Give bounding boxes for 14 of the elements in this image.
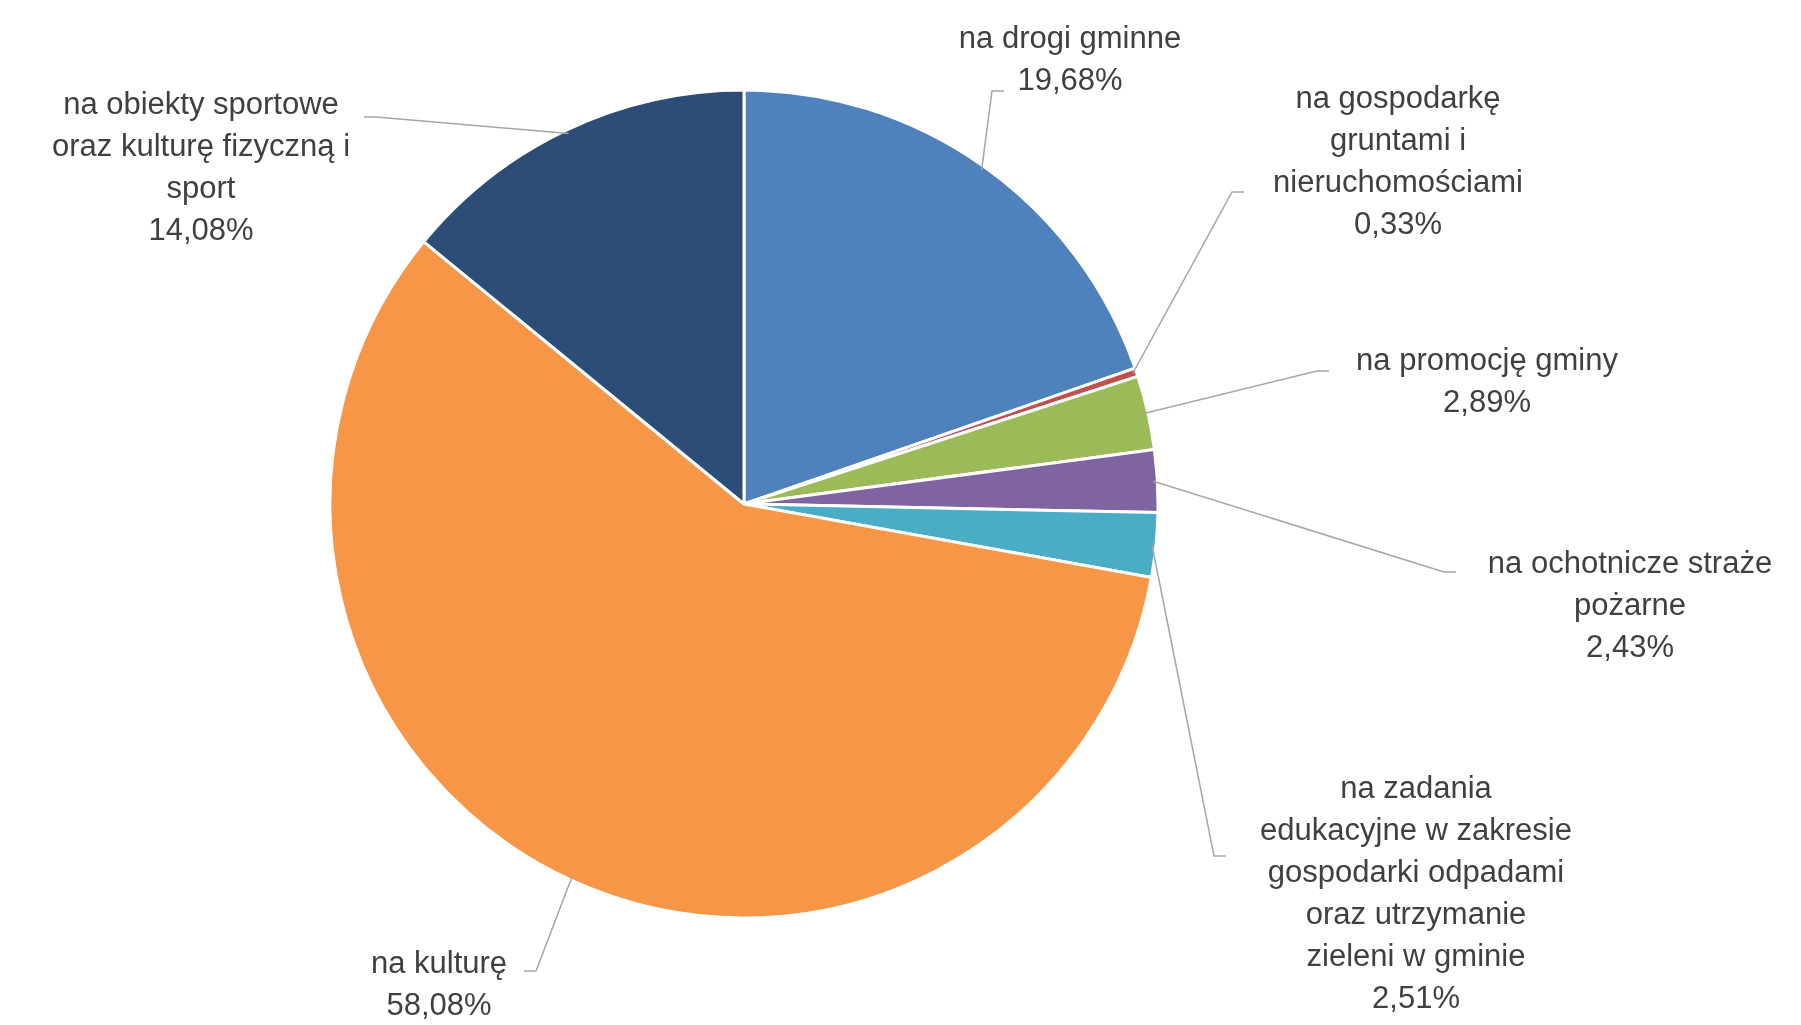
slice-label: na gospodarkę gruntami i nieruchomościami (1273, 80, 1523, 199)
data-label: 19,68% (1017, 62, 1123, 97)
slice-label: na zadania edukacyjne w zakresie gospodarki odpadami oraz utrzymanie zieleni w gminie (1260, 770, 1572, 973)
slice-label: na obiekty sportowe oraz kulturę fizyczną i sport (51, 86, 351, 205)
data-label: 14,08% (148, 212, 254, 247)
data-label: 2,89% (1443, 384, 1531, 419)
data-label: 0,33% (1354, 206, 1442, 241)
data-label: 2,51% (1372, 980, 1460, 1015)
slice-label: na promocję gminy (1356, 342, 1619, 377)
slice-label: na ochotnicze straże pożarne (1487, 545, 1773, 622)
data-label: 2,43% (1586, 629, 1674, 664)
data-label: 58,08% (386, 987, 492, 1022)
slice-label: na drogi gminne (958, 20, 1182, 55)
slice-label: na kulturę (370, 945, 508, 980)
